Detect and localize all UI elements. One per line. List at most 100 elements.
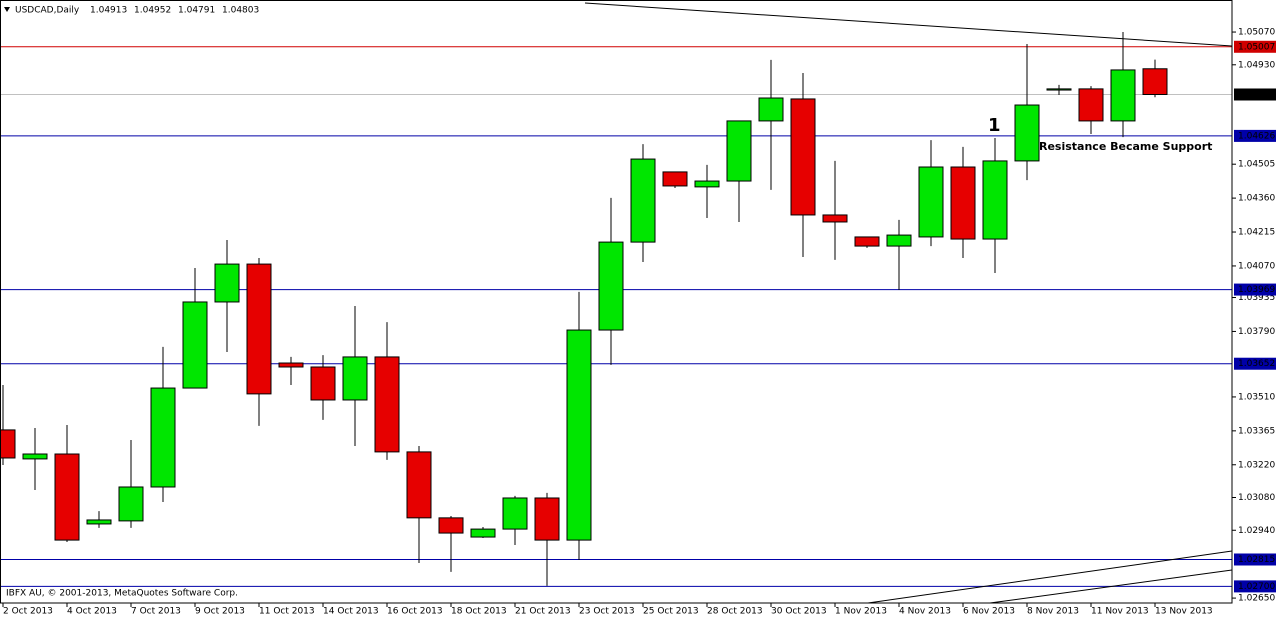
price-label: 1.04803 <box>1238 90 1275 100</box>
plot-frame <box>0 0 1233 604</box>
y-tick-label: 1.04070 <box>1238 261 1275 271</box>
candle-body <box>918 166 944 238</box>
candle-body <box>662 171 688 187</box>
y-tick-label: 1.04215 <box>1238 228 1275 238</box>
y-tick-label: 1.03510 <box>1238 392 1275 402</box>
y-tick-label: 1.05070 <box>1238 28 1275 38</box>
candle-body <box>118 486 144 522</box>
y-tick-label: 1.04930 <box>1238 60 1275 70</box>
candle-body <box>694 180 720 188</box>
y-tick-label: 1.02650 <box>1238 594 1275 604</box>
price-box <box>1234 88 1276 101</box>
candle-body <box>598 241 624 331</box>
candle-body <box>150 387 176 488</box>
level-box <box>1234 580 1276 593</box>
x-tick-label: 1 Nov 2013 <box>835 607 887 617</box>
x-tick-label: 11 Oct 2013 <box>259 607 315 617</box>
axis-layer: 1.05070 1.04930 1.04505 1.04360 1.04215 1.040… <box>2 28 1276 617</box>
trend-line <box>989 569 1233 604</box>
candle-body <box>886 234 912 247</box>
copyright: IBFX AU, © 2001-2013, MetaQuotes Softwar… <box>6 589 238 599</box>
y-tick-label: 1.03080 <box>1238 493 1275 503</box>
candles-layer <box>0 32 1168 586</box>
level-label: 1.02700 <box>1238 582 1275 592</box>
level-box <box>1234 357 1276 370</box>
candle-body <box>438 517 464 534</box>
x-tick-label: 9 Oct 2013 <box>195 607 245 617</box>
candle-body <box>950 166 976 240</box>
x-tick-label: 23 Oct 2013 <box>579 607 635 617</box>
y-tick-label: 1.03220 <box>1238 460 1275 470</box>
level-label: 1.03969 <box>1238 285 1275 295</box>
x-tick-label: 21 Oct 2013 <box>515 607 571 617</box>
trend-line <box>584 2 1233 47</box>
header-close: 1.04803 <box>222 6 259 16</box>
x-tick-label: 4 Oct 2013 <box>67 607 117 617</box>
candle-body <box>86 519 112 525</box>
y-tick-label: 1.03790 <box>1238 327 1275 337</box>
x-tick-label: 4 Nov 2013 <box>899 607 951 617</box>
candle-body <box>502 497 528 530</box>
candle-body <box>566 329 592 541</box>
candle-body <box>534 497 560 541</box>
candle-body <box>1014 104 1040 162</box>
x-tick-label: 8 Nov 2013 <box>1027 607 1079 617</box>
level-label: 1.05007 <box>1238 42 1275 52</box>
candle-body <box>1110 69 1136 122</box>
candle-body <box>246 263 272 395</box>
x-tick-label: 7 Oct 2013 <box>131 607 181 617</box>
candle-body <box>790 98 816 216</box>
collapse-icon <box>4 7 10 12</box>
candle-body <box>1078 88 1104 122</box>
header-low: 1.04791 <box>178 6 215 16</box>
x-tick-label: 30 Oct 2013 <box>771 607 827 617</box>
level-label: 1.02815 <box>1238 555 1275 565</box>
candle-body <box>982 160 1008 240</box>
x-tick-label: 6 Nov 2013 <box>963 607 1015 617</box>
candle-body <box>214 263 240 303</box>
x-tick-label: 25 Oct 2013 <box>643 607 699 617</box>
x-tick-label: 11 Nov 2013 <box>1091 607 1149 617</box>
candle-body <box>278 362 304 368</box>
candle-body <box>310 366 336 401</box>
chart-title: USDCAD,Daily <box>15 6 80 16</box>
candle-body <box>0 429 16 459</box>
x-tick-label: 2 Oct 2013 <box>3 607 53 617</box>
candle-body <box>1142 68 1168 95</box>
y-tick-label: 1.04360 <box>1238 194 1275 204</box>
candle-body <box>1046 88 1072 91</box>
level-box <box>1234 129 1276 142</box>
candle-body <box>406 451 432 519</box>
trend-line <box>867 550 1233 604</box>
candle-body <box>54 453 80 541</box>
y-tick-label: 1.03935 <box>1238 293 1275 303</box>
y-tick-label: 1.04505 <box>1238 160 1275 170</box>
level-box <box>1234 40 1276 53</box>
candle-body <box>854 236 880 247</box>
level-label: 1.04626 <box>1238 131 1275 141</box>
candle-body <box>22 453 48 460</box>
candle-body <box>758 97 784 122</box>
candle-body <box>342 356 368 401</box>
level-box <box>1234 553 1276 566</box>
header-high: 1.04952 <box>134 6 171 16</box>
candle-body <box>726 120 752 182</box>
annotation: 1 <box>988 115 1001 136</box>
candle-body <box>630 158 656 243</box>
x-tick-label: 28 Oct 2013 <box>707 607 763 617</box>
x-tick-label: 13 Nov 2013 <box>1155 607 1213 617</box>
level-box <box>1234 283 1276 296</box>
y-tick-label: 1.03365 <box>1238 426 1275 436</box>
x-tick-label: 14 Oct 2013 <box>323 607 379 617</box>
candle-body <box>182 301 208 389</box>
candle-body <box>470 528 496 538</box>
candle-body <box>822 214 848 223</box>
y-tick-label: 1.02940 <box>1238 526 1275 536</box>
x-tick-label: 16 Oct 2013 <box>387 607 443 617</box>
level-label: 1.03652 <box>1238 359 1275 369</box>
candle-body <box>374 356 400 453</box>
annotation: Resistance Became Support <box>1039 140 1212 153</box>
header-open: 1.04913 <box>90 6 127 16</box>
